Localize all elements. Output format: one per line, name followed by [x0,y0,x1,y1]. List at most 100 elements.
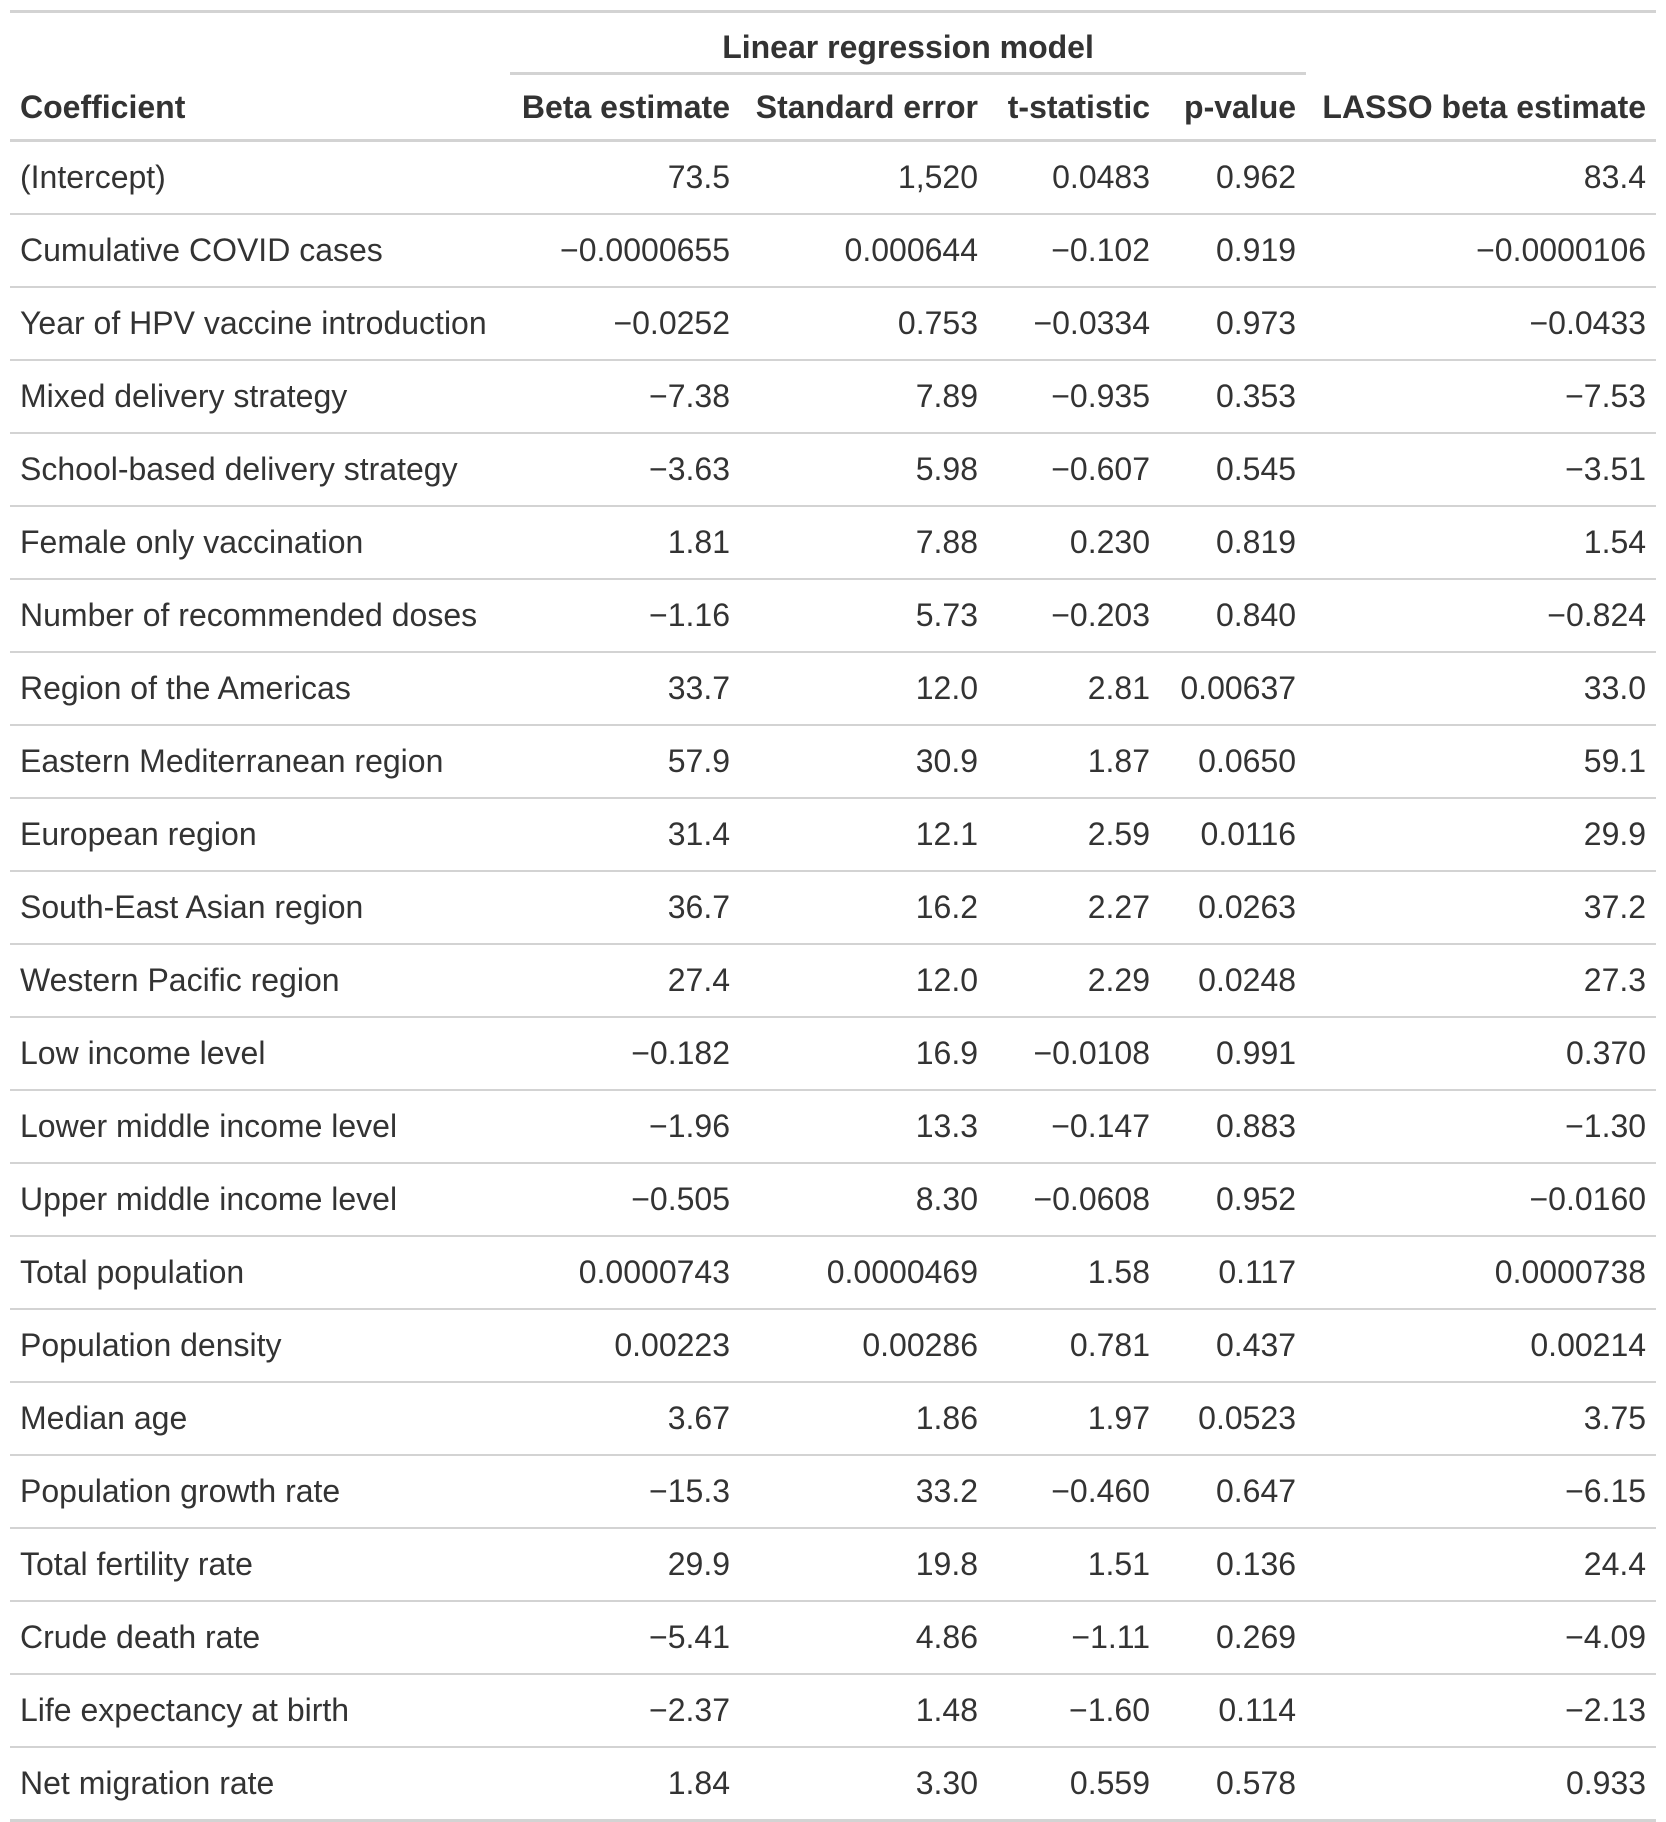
coefficient-cell: Western Pacific region [10,944,510,1018]
regression-table: Linear regression model Coefficient Beta… [10,10,1657,1822]
p-value-cell: 0.962 [1160,140,1307,215]
lasso-beta-estimate-cell: −4.09 [1306,1601,1657,1675]
coefficient-cell: Female only vaccination [10,506,510,580]
standard-error-cell: 16.2 [740,871,988,945]
standard-error-cell: 1,520 [740,140,988,215]
t-statistic-cell: −1.11 [988,1601,1160,1675]
p-value-cell: 0.0116 [1160,798,1307,872]
lasso-beta-estimate-cell: 83.4 [1306,140,1657,215]
beta-estimate-cell: −3.63 [510,433,740,507]
standard-error-cell: 12.0 [740,652,988,726]
beta-estimate-cell: −1.96 [510,1090,740,1164]
beta-estimate-cell: −15.3 [510,1455,740,1529]
coefficient-cell: Life expectancy at birth [10,1674,510,1748]
spanner-empty-right [1306,10,1657,75]
coefficient-cell: Cumulative COVID cases [10,214,510,288]
beta-estimate-cell: −5.41 [510,1601,740,1675]
table-row: Number of recommended doses −1.16 5.73 −0.2… [10,579,1657,653]
coefficient-cell: European region [10,798,510,872]
lasso-beta-estimate-cell: 0.933 [1306,1747,1657,1822]
standard-error-cell: 7.88 [740,506,988,580]
beta-estimate-cell: 57.9 [510,725,740,799]
beta-estimate-cell: −7.38 [510,360,740,434]
table-header: Linear regression model Coefficient Beta… [10,10,1657,142]
t-statistic-cell: 0.781 [988,1309,1160,1383]
spanner-empty-left [10,10,510,75]
beta-estimate-cell: −0.0252 [510,287,740,361]
coefficient-cell: Total fertility rate [10,1528,510,1602]
coefficient-cell: Total population [10,1236,510,1310]
beta-estimate-cell: 3.67 [510,1382,740,1456]
lasso-beta-estimate-cell: −0.824 [1306,579,1657,653]
t-statistic-cell: −0.0334 [988,287,1160,361]
standard-error-cell: 7.89 [740,360,988,434]
t-statistic-cell: −0.102 [988,214,1160,288]
table-row: (Intercept) 73.5 1,520 0.0483 0.962 83.4 [10,140,1657,215]
t-statistic-cell: −1.60 [988,1674,1160,1748]
coefficient-cell: Net migration rate [10,1747,510,1822]
beta-estimate-cell: 29.9 [510,1528,740,1602]
lasso-beta-estimate-cell: 59.1 [1306,725,1657,799]
column-header-row: Coefficient Beta estimate Standard error… [10,75,1657,142]
t-statistic-cell: −0.0108 [988,1017,1160,1091]
p-value-cell: 0.991 [1160,1017,1307,1091]
coefficient-cell: School-based delivery strategy [10,433,510,507]
table-row: Mixed delivery strategy −7.38 7.89 −0.935 0.… [10,360,1657,434]
t-statistic-cell: 1.87 [988,725,1160,799]
standard-error-cell: 0.000644 [740,214,988,288]
coefficient-cell: Lower middle income level [10,1090,510,1164]
coefficient-cell: Eastern Mediterranean region [10,725,510,799]
p-value-cell: 0.840 [1160,579,1307,653]
coefficient-cell: Population density [10,1309,510,1383]
standard-error-cell: 1.86 [740,1382,988,1456]
t-statistic-cell: −0.935 [988,360,1160,434]
p-value-cell: 0.0248 [1160,944,1307,1018]
beta-estimate-cell: 0.0000743 [510,1236,740,1310]
coefficient-cell: Number of recommended doses [10,579,510,653]
t-statistic-cell: −0.147 [988,1090,1160,1164]
table-row: Low income level −0.182 16.9 −0.0108 0.991 0.… [10,1017,1657,1091]
lasso-beta-estimate-cell: 33.0 [1306,652,1657,726]
p-value-cell: 0.952 [1160,1163,1307,1237]
standard-error-cell: 16.9 [740,1017,988,1091]
beta-estimate-cell: 31.4 [510,798,740,872]
t-statistic-cell: 2.81 [988,652,1160,726]
p-value-cell: 0.883 [1160,1090,1307,1164]
p-value-cell: 0.545 [1160,433,1307,507]
table-row: Crude death rate −5.41 4.86 −1.11 0.269 −4.09 [10,1601,1657,1675]
spanner-row: Linear regression model [10,10,1657,75]
p-value-cell: 0.973 [1160,287,1307,361]
table-row: European region 31.4 12.1 2.59 0.0116 29.9 [10,798,1657,872]
standard-error-cell: 0.0000469 [740,1236,988,1310]
table-row: Year of HPV vaccine introduction −0.0252 0… [10,287,1657,361]
standard-error-cell: 19.8 [740,1528,988,1602]
column-header-standard-error: Standard error [740,75,988,142]
coefficient-cell: Median age [10,1382,510,1456]
table-body: (Intercept) 73.5 1,520 0.0483 0.962 83.4 Cumul… [10,140,1657,1822]
beta-estimate-cell: −1.16 [510,579,740,653]
t-statistic-cell: 1.58 [988,1236,1160,1310]
standard-error-cell: 3.30 [740,1747,988,1822]
p-value-cell: 0.00637 [1160,652,1307,726]
t-statistic-cell: 0.230 [988,506,1160,580]
lasso-beta-estimate-cell: 29.9 [1306,798,1657,872]
table-row: Western Pacific region 27.4 12.0 2.29 0.0248… [10,944,1657,1018]
p-value-cell: 0.114 [1160,1674,1307,1748]
beta-estimate-cell: 1.84 [510,1747,740,1822]
coefficient-cell: South-East Asian region [10,871,510,945]
standard-error-cell: 33.2 [740,1455,988,1529]
beta-estimate-cell: 27.4 [510,944,740,1018]
coefficient-cell: (Intercept) [10,140,510,215]
column-header-p-value: p-value [1160,75,1307,142]
t-statistic-cell: 0.0483 [988,140,1160,215]
p-value-cell: 0.0263 [1160,871,1307,945]
lasso-beta-estimate-cell: 37.2 [1306,871,1657,945]
beta-estimate-cell: 33.7 [510,652,740,726]
table-row: Population density 0.00223 0.00286 0.781 0.4… [10,1309,1657,1383]
beta-estimate-cell: −2.37 [510,1674,740,1748]
table-row: Net migration rate 1.84 3.30 0.559 0.578 0.93… [10,1747,1657,1822]
table-row: Life expectancy at birth −2.37 1.48 −1.60 0.… [10,1674,1657,1748]
p-value-cell: 0.919 [1160,214,1307,288]
t-statistic-cell: 2.29 [988,944,1160,1018]
t-statistic-cell: −0.460 [988,1455,1160,1529]
